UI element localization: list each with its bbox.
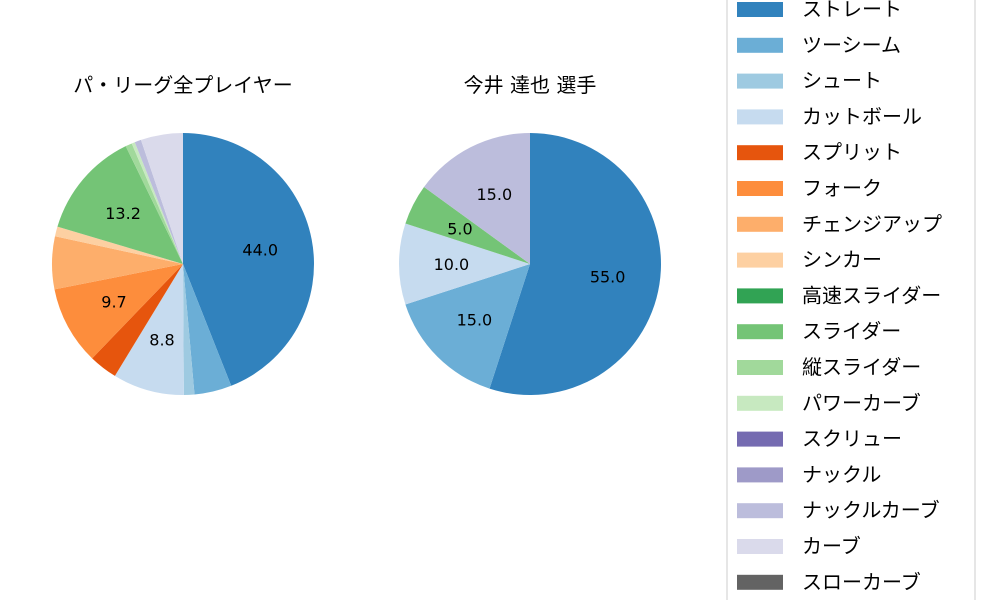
legend-swatch bbox=[737, 216, 783, 232]
pie-slice-縦スライダー bbox=[125, 143, 183, 264]
pie-0: パ・リーグ全プレイヤー 44.0 8.8 9.7 13.2 bbox=[52, 73, 314, 395]
pie-slice-スライダー bbox=[405, 187, 530, 264]
pie-slice-カーブ bbox=[140, 133, 183, 264]
slice-label: 15.0 bbox=[477, 185, 513, 204]
pie-slice-チェンジアップ bbox=[52, 236, 184, 290]
pie-slice-ストレート bbox=[183, 133, 314, 386]
legend-swatch bbox=[737, 252, 783, 268]
legend-item: スクリュー bbox=[802, 427, 902, 451]
slice-label: 44.0 bbox=[242, 240, 278, 259]
pie-slice-フォーク bbox=[54, 264, 183, 359]
legend: ストレートツーシームシュートカットボールスプリットフォークチェンジアップシンカー… bbox=[726, 0, 976, 600]
legend-item: スプリット bbox=[802, 140, 902, 164]
legend-item: 縦スライダー bbox=[802, 355, 921, 379]
legend-swatch bbox=[737, 539, 783, 554]
legend-item: ナックルカーブ bbox=[802, 498, 940, 522]
pie-slice-スライダー bbox=[57, 146, 183, 264]
legend-swatch bbox=[737, 181, 783, 196]
pie-1: 今井 達也 選手 55.0 15.0 10.0 5.0 15.0 bbox=[398, 73, 661, 395]
legend-swatch bbox=[737, 109, 783, 125]
legend-swatch bbox=[737, 2, 783, 17]
legend-item: シュート bbox=[802, 69, 882, 93]
legend-swatch bbox=[737, 574, 783, 590]
slice-label: 8.8 bbox=[149, 331, 174, 350]
pie-slice-カットボール bbox=[398, 223, 530, 305]
legend-item: カーブ bbox=[802, 534, 861, 558]
legend-swatch bbox=[737, 467, 783, 483]
legend-swatch bbox=[737, 324, 783, 340]
pie-slice-ストレート bbox=[489, 133, 661, 395]
pie-slice-ツーシーム bbox=[405, 264, 530, 389]
legend-item: シンカー bbox=[802, 248, 882, 272]
pie-slice-シュート bbox=[183, 264, 195, 395]
slice-label: 55.0 bbox=[590, 267, 626, 286]
legend-item: チェンジアップ bbox=[802, 212, 942, 236]
pie-slice-カットボール bbox=[114, 264, 184, 395]
pie-slice-パワーカーブ bbox=[131, 142, 183, 264]
slice-label: 15.0 bbox=[457, 311, 493, 330]
pie-slice-ナックルカーブ bbox=[424, 133, 530, 264]
legend-item: パワーカーブ bbox=[802, 391, 921, 415]
legend-swatch bbox=[737, 145, 783, 161]
pie-slice-スプリット bbox=[92, 264, 183, 376]
legend-item: ストレート bbox=[802, 0, 902, 21]
slice-label: 5.0 bbox=[447, 219, 472, 238]
legend-swatch bbox=[737, 431, 783, 447]
legend-item: フォーク bbox=[802, 176, 882, 200]
pie-slice-ナックルカーブ bbox=[134, 139, 183, 264]
legend-item: ナックル bbox=[802, 462, 881, 486]
pie-slice-ツーシーム bbox=[183, 264, 232, 395]
pie-title: パ・リーグ全プレイヤー bbox=[73, 73, 292, 97]
legend-swatch bbox=[737, 503, 783, 519]
legend-swatch bbox=[737, 395, 783, 411]
legend-swatch bbox=[737, 37, 783, 53]
legend-swatch bbox=[737, 288, 783, 304]
legend-item: スライダー bbox=[802, 319, 901, 343]
pie-title: 今井 達也 選手 bbox=[464, 73, 597, 97]
legend-item: スローカーブ bbox=[802, 570, 921, 594]
slice-label: 13.2 bbox=[105, 204, 141, 223]
legend-item: 高速スライダー bbox=[802, 283, 941, 307]
legend-item: ツーシーム bbox=[802, 33, 901, 57]
slice-label: 10.0 bbox=[434, 255, 470, 274]
legend-item: カットボール bbox=[802, 104, 922, 128]
legend-swatch bbox=[737, 73, 783, 89]
slice-label: 9.7 bbox=[101, 293, 126, 312]
pie-slice-シンカー bbox=[54, 226, 183, 264]
legend-swatch bbox=[737, 360, 783, 375]
